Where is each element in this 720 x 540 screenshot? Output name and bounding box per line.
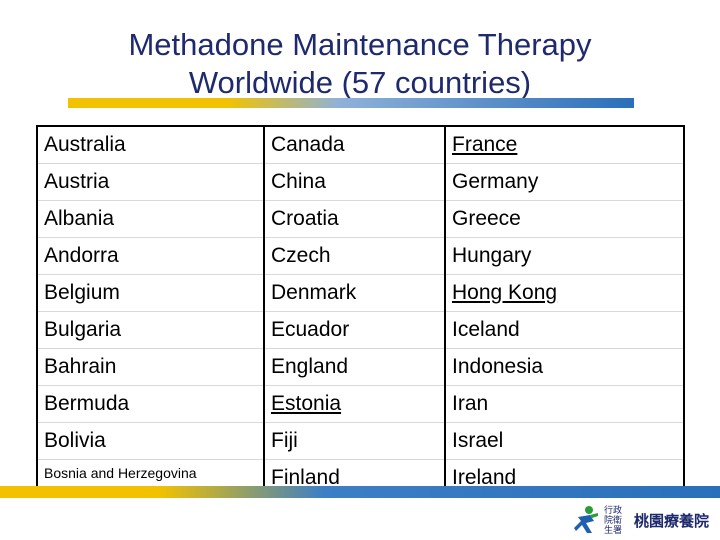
- table-row: Australia Canada France: [37, 126, 684, 164]
- table-cell: Indonesia: [444, 348, 684, 386]
- table-cell: Hungary: [444, 237, 684, 275]
- logo-name: 桃園療養院: [634, 512, 710, 530]
- table-cell: Canada: [263, 126, 445, 164]
- table-cell: Australia: [37, 126, 264, 164]
- table-cell: Denmark: [263, 274, 445, 312]
- table-cell: Croatia: [263, 200, 445, 238]
- table-cell: Czech: [263, 237, 445, 275]
- table-row: Belgium Denmark Hong Kong: [37, 274, 684, 312]
- footer-bar: [0, 486, 720, 498]
- title-underline-bar: [68, 98, 634, 108]
- table-row: Andorra Czech Hungary: [37, 237, 684, 275]
- table-row: Bulgaria Ecuador Iceland: [37, 311, 684, 349]
- table-row: Bermuda Estonia Iran: [37, 385, 684, 423]
- runner-logo-icon: [574, 506, 598, 533]
- table-cell: England: [263, 348, 445, 386]
- table-row: Albania Croatia Greece: [37, 200, 684, 238]
- table-cell: Ecuador: [263, 311, 445, 349]
- slide-title: Methadone Maintenance Therapy Worldwide …: [0, 26, 720, 102]
- table-cell: Iceland: [444, 311, 684, 349]
- table-cell-link[interactable]: France: [444, 126, 684, 164]
- table-cell: Bolivia: [37, 422, 264, 460]
- table-cell: Fiji: [263, 422, 445, 460]
- countries-table: Australia Canada France Austria China Ge…: [36, 125, 685, 498]
- title-line-2: Worldwide (57 countries): [188, 65, 532, 100]
- table-row: Bahrain England Indonesia: [37, 348, 684, 386]
- logo-department-text: 行政院衛生署: [604, 505, 623, 535]
- table-row: Austria China Germany: [37, 163, 684, 201]
- table-cell: Greece: [444, 200, 684, 238]
- table-cell: Bermuda: [37, 385, 264, 423]
- table-cell: Iran: [444, 385, 684, 423]
- table-cell: Bahrain: [37, 348, 264, 386]
- table-cell: Bulgaria: [37, 311, 264, 349]
- table-cell: Belgium: [37, 274, 264, 312]
- table-cell-link[interactable]: Estonia: [263, 385, 445, 423]
- table-cell: China: [263, 163, 445, 201]
- table-cell: Germany: [444, 163, 684, 201]
- table-cell: Israel: [444, 422, 684, 460]
- organization-logo: 行政院衛生署 桃園療養院: [572, 503, 712, 537]
- title-line-1: Methadone Maintenance Therapy: [128, 27, 592, 62]
- table-row: Bolivia Fiji Israel: [37, 422, 684, 460]
- table-cell: Austria: [37, 163, 264, 201]
- table-cell: Andorra: [37, 237, 264, 275]
- table-cell: Albania: [37, 200, 264, 238]
- table-cell-link[interactable]: Hong Kong: [444, 274, 684, 312]
